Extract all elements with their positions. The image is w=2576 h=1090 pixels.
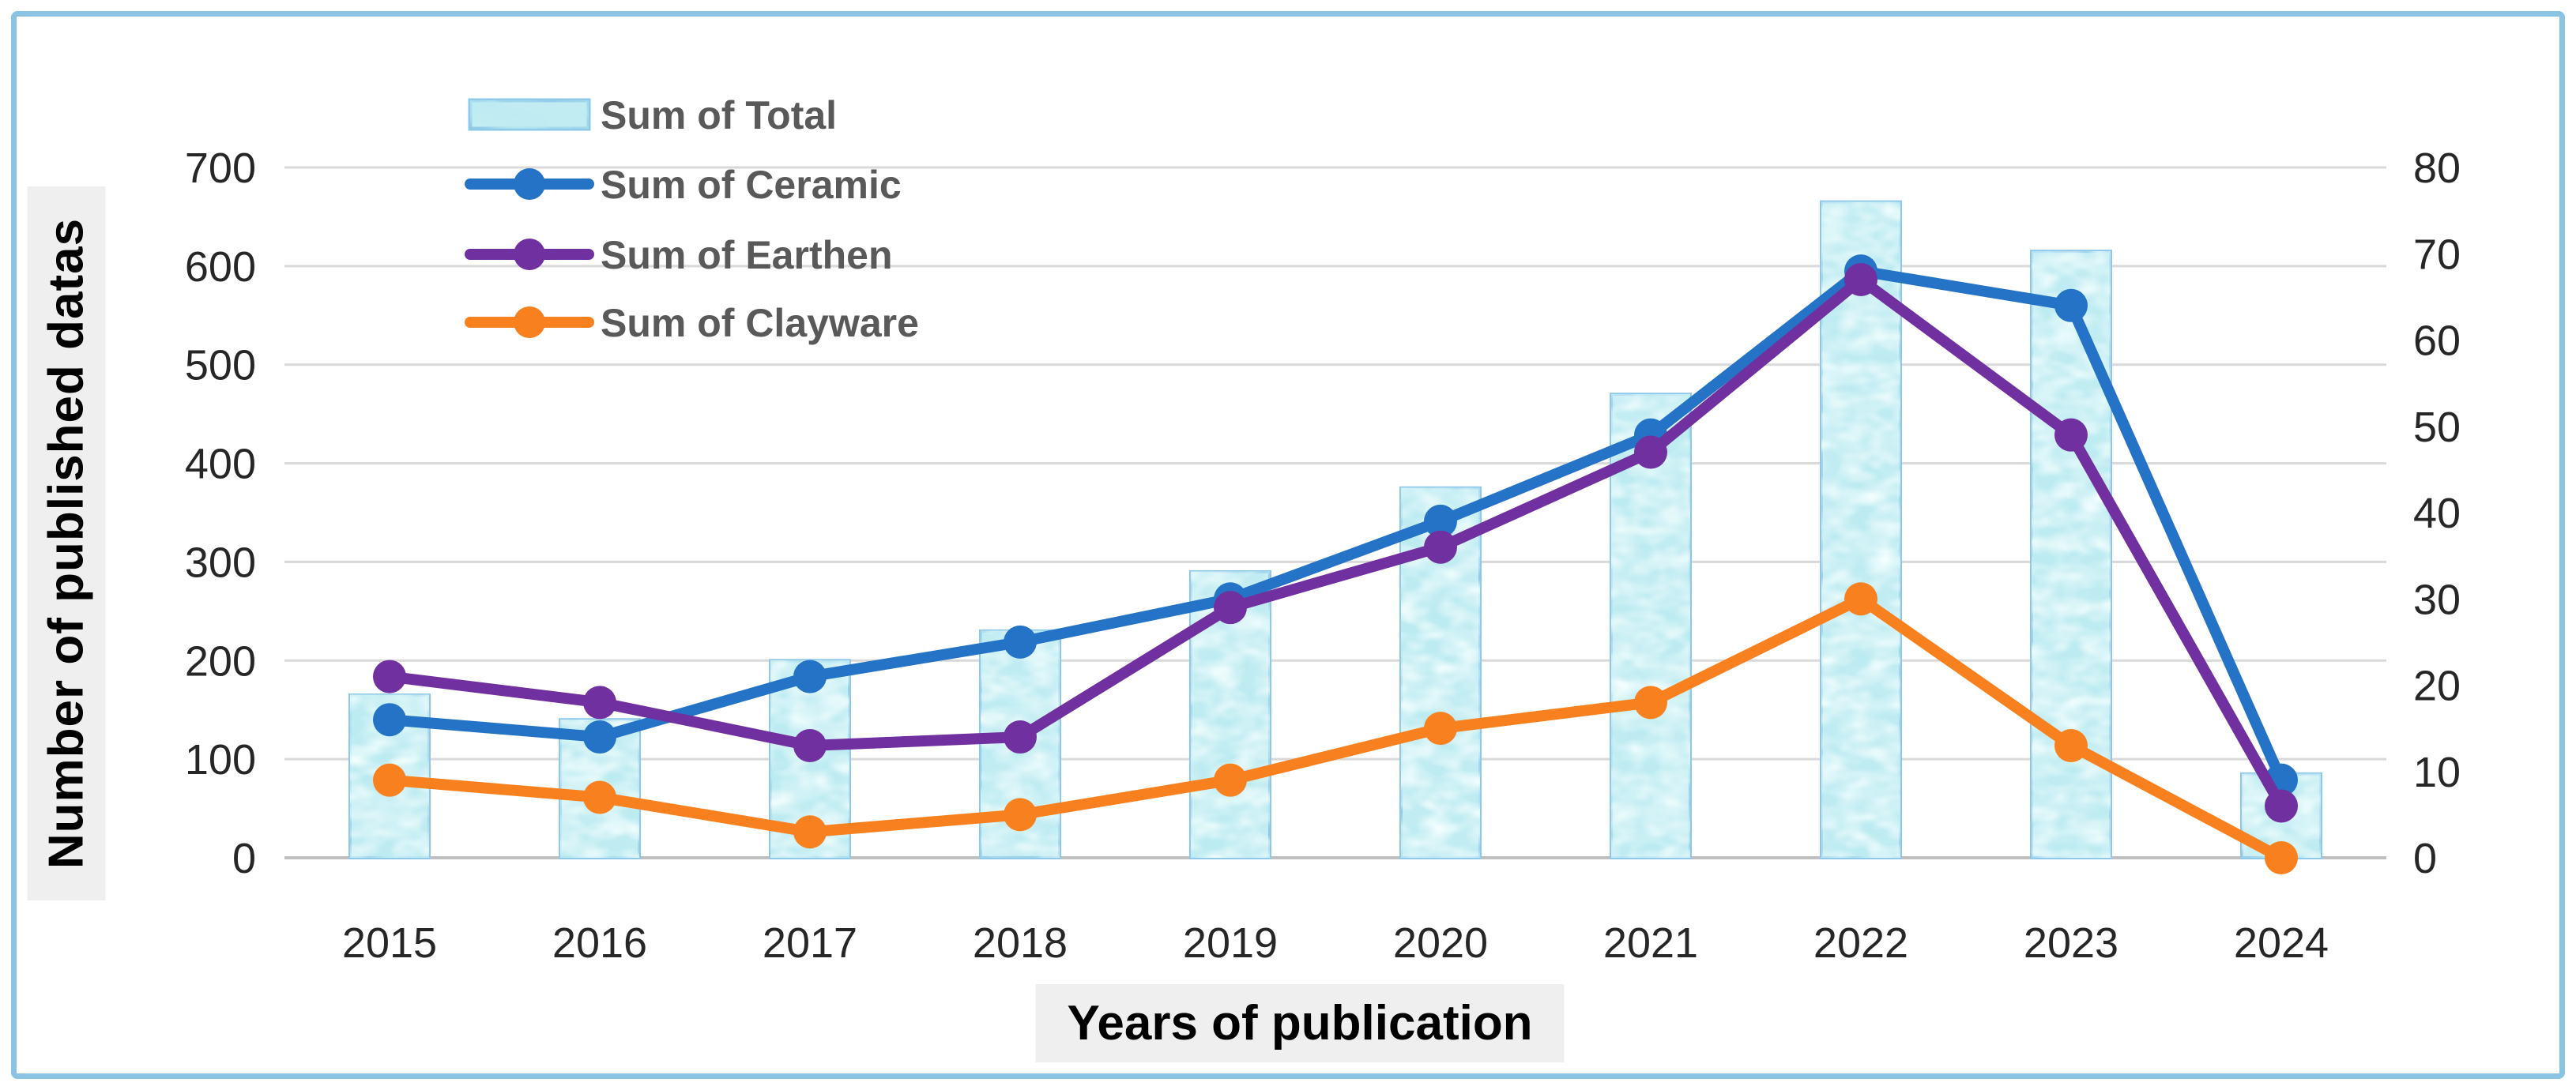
right-axis-tick-label: 60 <box>2413 318 2461 365</box>
data-point-sum-of-clayware-2018 <box>1004 798 1037 832</box>
right-axis-tick-label: 20 <box>2413 663 2461 710</box>
legend-swatch-texture <box>470 100 589 129</box>
legend-item-sum-of-earthen: Sum of Earthen <box>465 233 892 277</box>
bar-total-2022 <box>1820 200 1902 859</box>
right-axis-tick-label: 80 <box>2413 145 2461 192</box>
x-axis-category-label: 2015 <box>342 919 437 967</box>
series-line-sum-of-earthen <box>384 274 2287 812</box>
x-axis-category-label: 2020 <box>1393 919 1488 967</box>
series-sum-of-earthen <box>373 263 2298 823</box>
axis-labels-layer: 7006005004003002001000807060504030201002… <box>185 145 2461 967</box>
data-point-sum-of-ceramic-2020 <box>1424 504 1457 538</box>
data-point-sum-of-earthen-2019 <box>1214 591 1247 625</box>
series-line-sum-of-clayware <box>384 593 2287 863</box>
x-axis-category-label: 2016 <box>552 919 647 967</box>
x-axis-category-label: 2018 <box>973 919 1068 967</box>
line-series-layer <box>373 254 2298 874</box>
data-point-sum-of-clayware-2024 <box>2265 841 2298 874</box>
right-axis-tick-label: 40 <box>2413 490 2461 537</box>
data-point-sum-of-clayware-2021 <box>1634 686 1667 720</box>
legend: Sum of Total Sum of Ceramic Sum of Earthen… <box>465 93 919 345</box>
legend-marker <box>514 239 545 270</box>
data-point-sum-of-earthen-2024 <box>2265 789 2298 823</box>
right-axis-tick-label: 50 <box>2413 404 2461 451</box>
bar-texture-light <box>2032 251 2111 859</box>
data-point-sum-of-earthen-2020 <box>1424 530 1457 564</box>
left-axis-tick-label: 200 <box>185 637 256 685</box>
data-point-sum-of-clayware-2020 <box>1424 712 1457 746</box>
x-axis-category-label: 2019 <box>1183 919 1278 967</box>
series-sum-of-clayware <box>373 582 2298 874</box>
data-point-sum-of-earthen-2016 <box>583 686 616 720</box>
legend-marker <box>514 306 545 338</box>
x-axis-title: Years of publication <box>1035 984 1565 1062</box>
data-point-sum-of-ceramic-2015 <box>373 703 406 737</box>
left-axis-tick-label: 300 <box>185 539 256 586</box>
legend-label-sum-of-ceramic: Sum of Ceramic <box>601 163 902 207</box>
right-axis-tick-label: 30 <box>2413 576 2461 623</box>
x-axis-category-label: 2021 <box>1603 919 1698 967</box>
legend-label-sum-of-total: Sum of Total <box>601 93 837 137</box>
data-point-sum-of-clayware-2016 <box>583 780 616 814</box>
bar-texture-light <box>1611 394 1690 859</box>
data-point-sum-of-earthen-2017 <box>793 728 827 762</box>
left-axis-tick-label: 100 <box>185 736 256 784</box>
x-axis-category-label: 2017 <box>763 919 857 967</box>
legend-marker <box>514 168 545 200</box>
bar-total-2023 <box>2030 250 2112 859</box>
data-point-sum-of-clayware-2017 <box>793 815 827 849</box>
right-axis-tick-label: 10 <box>2413 749 2461 796</box>
right-axis-tick-label: 0 <box>2413 835 2437 882</box>
series-line-sum-of-ceramic <box>384 265 2287 786</box>
x-axis-category-label: 2022 <box>1813 919 1908 967</box>
legend-item-sum-of-ceramic: Sum of Ceramic <box>465 163 902 207</box>
left-axis-tick-label: 700 <box>185 145 256 192</box>
x-axis-category-label: 2023 <box>2024 919 2118 967</box>
left-axis-tick-label: 600 <box>185 243 256 291</box>
data-point-sum-of-clayware-2015 <box>373 763 406 797</box>
bar-texture-light <box>1821 201 1900 858</box>
data-point-sum-of-clayware-2019 <box>1214 763 1247 797</box>
legend-item-sum-of-clayware: Sum of Clayware <box>465 301 919 345</box>
data-point-sum-of-earthen-2023 <box>2054 418 2088 452</box>
left-axis-tick-label: 500 <box>185 342 256 389</box>
legend-item-sum-of-total: Sum of Total <box>468 93 837 137</box>
left-axis-tick-label: 0 <box>232 835 256 882</box>
data-point-sum-of-earthen-2018 <box>1004 720 1037 754</box>
bar-total-2021 <box>1610 393 1692 859</box>
legend-label-sum-of-earthen: Sum of Earthen <box>601 233 892 277</box>
x-axis-category-label: 2024 <box>2234 919 2329 967</box>
legend-label-sum-of-clayware: Sum of Clayware <box>601 301 919 345</box>
right-axis-tick-label: 70 <box>2413 231 2461 278</box>
data-point-sum-of-ceramic-2016 <box>583 720 616 754</box>
data-point-sum-of-ceramic-2018 <box>1004 625 1037 659</box>
data-point-sum-of-clayware-2022 <box>1844 582 1877 616</box>
data-point-sum-of-earthen-2015 <box>373 660 406 693</box>
left-axis-tick-label: 400 <box>185 441 256 488</box>
data-point-sum-of-earthen-2021 <box>1634 435 1667 469</box>
data-point-sum-of-ceramic-2023 <box>2054 288 2088 322</box>
data-point-sum-of-clayware-2023 <box>2054 728 2088 762</box>
data-point-sum-of-ceramic-2017 <box>793 660 827 693</box>
y-axis-title: Number of published datas <box>27 186 106 901</box>
data-point-sum-of-earthen-2022 <box>1844 263 1877 297</box>
